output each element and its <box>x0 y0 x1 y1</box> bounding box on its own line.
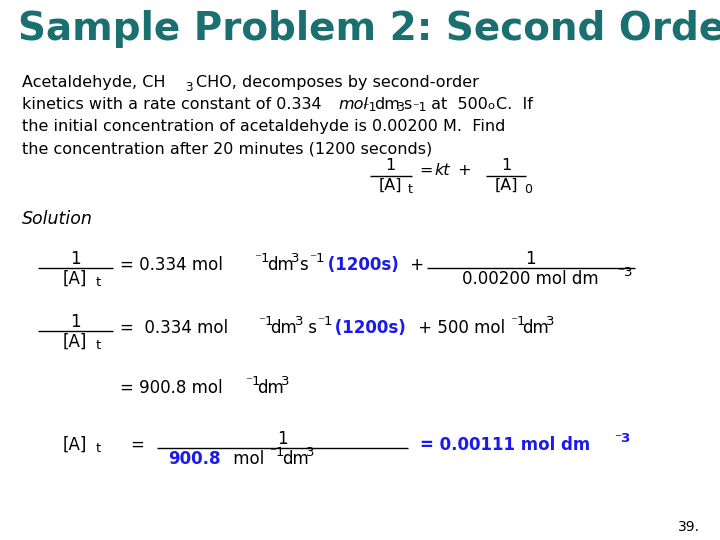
Text: Sample Problem 2: Second Order: Sample Problem 2: Second Order <box>18 10 720 48</box>
Text: C.  If: C. If <box>496 97 533 112</box>
Text: ⁻1: ⁻1 <box>258 315 274 328</box>
Text: t: t <box>96 276 102 289</box>
Text: 0.00200 mol dm: 0.00200 mol dm <box>462 270 598 288</box>
Text: 1: 1 <box>70 313 81 331</box>
Text: [A]: [A] <box>378 178 402 193</box>
Text: 3: 3 <box>295 315 304 328</box>
Text: 1: 1 <box>501 158 511 173</box>
Text: [A]: [A] <box>63 270 87 288</box>
Text: kt: kt <box>434 163 449 178</box>
Text: t: t <box>96 442 102 455</box>
Text: mol: mol <box>228 450 264 468</box>
Text: s: s <box>403 97 411 112</box>
Text: t: t <box>408 183 413 196</box>
Text: =: = <box>130 436 144 454</box>
Text: Acetaldehyde, CH: Acetaldehyde, CH <box>22 75 166 90</box>
Text: dm: dm <box>257 379 284 397</box>
Text: ⁻1: ⁻1 <box>317 315 333 328</box>
Text: 3: 3 <box>396 101 404 114</box>
Text: ⁻1: ⁻1 <box>254 252 269 265</box>
Text: dm: dm <box>282 450 309 468</box>
Text: s: s <box>303 319 317 337</box>
Text: + 500 mol: + 500 mol <box>413 319 505 337</box>
Text: the initial concentration of acetaldehyde is 0.00200 M.  Find: the initial concentration of acetaldehyd… <box>22 119 505 134</box>
Text: 1: 1 <box>525 250 535 268</box>
Text: ⁻1: ⁻1 <box>309 252 325 265</box>
Text: 3: 3 <box>185 81 193 94</box>
Text: 0: 0 <box>524 183 532 196</box>
Text: 3: 3 <box>291 252 300 265</box>
Text: s: s <box>299 256 307 274</box>
Text: Solution: Solution <box>22 210 93 228</box>
Text: o: o <box>487 101 494 111</box>
Text: 900.8: 900.8 <box>168 450 220 468</box>
Text: [A]: [A] <box>63 333 87 351</box>
Text: ⁻1: ⁻1 <box>269 446 284 459</box>
Text: at  500: at 500 <box>426 97 488 112</box>
Text: 1: 1 <box>276 430 287 448</box>
Text: 3: 3 <box>306 446 315 459</box>
Text: kinetics with a rate constant of 0.334: kinetics with a rate constant of 0.334 <box>22 97 327 112</box>
Text: = 900.8 mol: = 900.8 mol <box>120 379 222 397</box>
Text: dm: dm <box>522 319 549 337</box>
Text: mol: mol <box>338 97 368 112</box>
Text: dm: dm <box>267 256 294 274</box>
Text: 39.: 39. <box>678 520 700 534</box>
Text: +: + <box>453 163 477 178</box>
Text: +: + <box>405 256 429 274</box>
Text: (1200s): (1200s) <box>329 319 406 337</box>
Text: ⁻1: ⁻1 <box>245 375 261 388</box>
Text: dm: dm <box>270 319 297 337</box>
Text: 1: 1 <box>385 158 395 173</box>
Text: dm: dm <box>374 97 400 112</box>
Text: 1: 1 <box>70 250 81 268</box>
Text: (1200s): (1200s) <box>322 256 399 274</box>
Text: ⁻3: ⁻3 <box>614 432 631 445</box>
Text: 3: 3 <box>546 315 554 328</box>
Text: = 0.334 mol: = 0.334 mol <box>120 256 223 274</box>
Text: ⁻1: ⁻1 <box>510 315 526 328</box>
Text: =  0.334 mol: = 0.334 mol <box>120 319 228 337</box>
Text: 3: 3 <box>281 375 289 388</box>
Text: the concentration after 20 minutes (1200 seconds): the concentration after 20 minutes (1200… <box>22 141 432 156</box>
Text: ⁻1: ⁻1 <box>362 101 377 114</box>
Text: [A]: [A] <box>63 436 87 454</box>
Text: t: t <box>96 339 102 352</box>
Text: = 0.00111 mol dm: = 0.00111 mol dm <box>420 436 590 454</box>
Text: [A]: [A] <box>494 178 518 193</box>
Text: ⁻1: ⁻1 <box>412 101 426 114</box>
Text: =: = <box>420 163 438 178</box>
Text: ⁻3: ⁻3 <box>617 266 632 279</box>
Text: CHO, decomposes by second-order: CHO, decomposes by second-order <box>196 75 479 90</box>
